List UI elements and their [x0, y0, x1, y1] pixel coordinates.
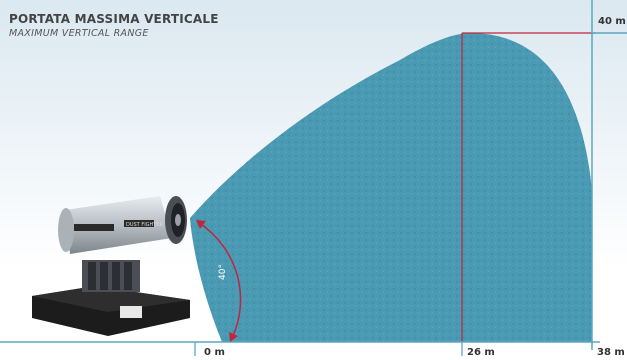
angle-arrow-top: [196, 220, 206, 229]
angle-arrow-bottom: [229, 332, 238, 342]
max-distance-label: 38 m: [597, 347, 625, 358]
machine-illustration: DUST FIGHTER: [32, 196, 190, 336]
angle-arc: [197, 221, 242, 339]
start-distance-label: 0 m: [204, 347, 225, 358]
diagram-title: PORTATA MASSIMA VERTICALE: [9, 12, 219, 26]
spray-plume: [190, 33, 592, 342]
machine-brand: DUST FIGHTER: [126, 222, 164, 228]
machine-plate: [120, 306, 142, 318]
diagram-subtitle: MAXIMUM VERTICAL RANGE: [9, 28, 149, 39]
angle-label: 40°: [218, 264, 228, 280]
peak-distance-label: 26 m: [467, 347, 495, 358]
max-height-label: 40 m: [598, 16, 626, 27]
